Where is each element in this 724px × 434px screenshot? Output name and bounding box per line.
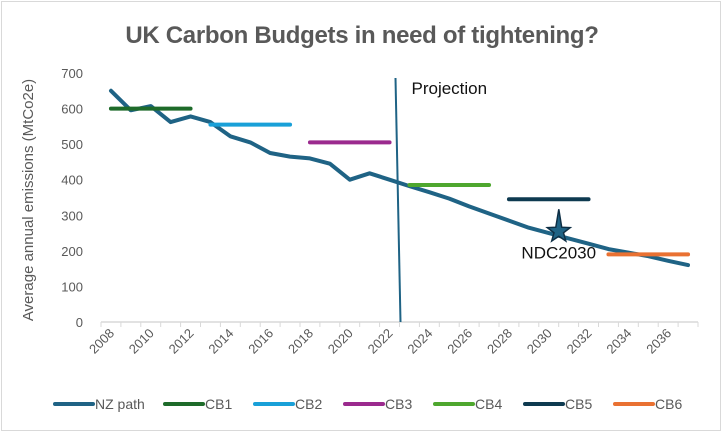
x-tick-label: 2016 — [245, 326, 276, 357]
legend-label-cb1: CB1 — [205, 396, 232, 412]
chart-marks: Projection NDC2030 — [108, 77, 691, 323]
legend-label-cb2: CB2 — [295, 396, 322, 412]
x-tick-label: 2008 — [86, 326, 117, 357]
x-tick-label: 2022 — [365, 326, 396, 357]
legend-label-cb3: CB3 — [385, 396, 412, 412]
y-tick-label: 300 — [61, 208, 83, 223]
x-tick-label: 2028 — [484, 326, 515, 357]
x-tick-label: 2012 — [166, 326, 197, 357]
projection-label: Projection — [412, 79, 488, 98]
x-tick-label: 2030 — [524, 326, 555, 357]
legend-label-nz-path: NZ path — [95, 396, 145, 412]
x-tick-label: 2034 — [603, 326, 634, 357]
x-tick-label: 2020 — [325, 326, 356, 357]
y-tick-label: 500 — [61, 137, 83, 152]
legend-label-cb5: CB5 — [565, 396, 592, 412]
y-tick-label: 600 — [61, 102, 83, 117]
x-tick-label: 2024 — [404, 326, 435, 357]
y-tick-label: 700 — [61, 66, 83, 81]
ndc2030-star-icon — [545, 209, 573, 243]
x-tick-label: 2026 — [444, 326, 475, 357]
x-tick-label: 2036 — [643, 326, 674, 357]
projection-line — [394, 77, 402, 323]
x-tick-label: 2010 — [126, 326, 157, 357]
ndc2030-label: NDC2030 — [521, 243, 596, 262]
legend: NZ path CB1 CB2 CB3 CB4 CB5 CB6 — [53, 396, 682, 412]
series-line-nz-path — [109, 88, 690, 268]
y-tick-label: 400 — [61, 173, 83, 188]
y-tick-label: 200 — [61, 244, 83, 259]
y-axis-label: Average annual emissions (MtCo2e) — [20, 79, 37, 321]
y-tick-label: 0 — [76, 315, 83, 330]
chart-title: UK Carbon Budgets in need of tightening? — [125, 22, 599, 49]
legend-label-cb4: CB4 — [475, 396, 502, 412]
x-tick-label: 2018 — [285, 326, 316, 357]
y-tick-label: 100 — [61, 279, 83, 294]
x-tick-label: 2014 — [205, 326, 236, 357]
x-tick-label: 2032 — [564, 326, 595, 357]
legend-label-cb6: CB6 — [655, 396, 682, 412]
